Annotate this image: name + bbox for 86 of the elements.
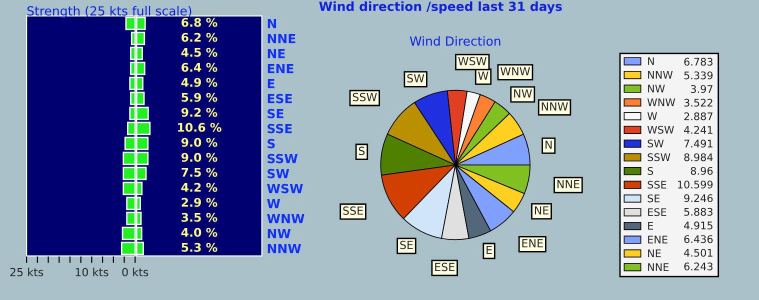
x-tick-label: 10 kts — [76, 268, 108, 276]
legend-label: WSW — [647, 126, 674, 134]
data-label: 3.522 — [684, 98, 712, 107]
legend-label: ENE — [648, 236, 668, 244]
data-label: 6.2 % — [182, 32, 218, 42]
slice-label: ESE — [435, 262, 454, 272]
slice-label: NE — [534, 206, 548, 214]
data-label: 6.4 % — [182, 62, 218, 72]
data-label: 3.5 % — [182, 212, 218, 222]
chart-title: Wind direction /speed last 31 days — [319, 1, 562, 14]
data-label: 6.436 — [684, 235, 713, 244]
data-label: 9.246 — [684, 194, 713, 202]
data-label: 4.5 % — [181, 48, 218, 57]
data-label: 10.6 % — [178, 122, 222, 132]
y-tick-label: NNE — [268, 34, 296, 44]
legend-label: SE — [648, 194, 660, 202]
data-label: 9.2 % — [181, 108, 218, 117]
y-tick-label: NW — [268, 229, 291, 238]
y-tick-label: NNW — [268, 244, 302, 254]
data-label: 10.599 — [678, 180, 713, 188]
y-tick-label: WNW — [267, 214, 304, 224]
data-label: 5.9 % — [182, 92, 218, 102]
slice-label: W — [478, 72, 488, 80]
slice-label: SSW — [352, 92, 377, 102]
data-label: 5.3 % — [182, 242, 218, 252]
data-label: 8.96 — [690, 166, 713, 175]
data-label: 7.491 — [684, 140, 712, 148]
legend-label: WNW — [647, 98, 676, 106]
chart-subtitle: Wind Direction — [410, 36, 500, 46]
data-label: 4.501 — [684, 248, 712, 257]
legend-label: NNE — [648, 263, 669, 271]
slice-label: ENE — [522, 239, 543, 248]
y-tick-label: SW — [268, 168, 290, 178]
data-label: 4.2 % — [181, 182, 218, 192]
y-tick-label: WSW — [267, 184, 303, 194]
data-label: 2.9 % — [182, 198, 218, 207]
data-label: 8.984 — [684, 153, 713, 162]
y-tick-label: SE — [268, 108, 284, 118]
data-label: 6.243 — [684, 262, 712, 270]
slice-label: WSW — [458, 56, 487, 66]
legend-label: NE — [648, 250, 661, 258]
data-label: 9.0 % — [181, 152, 218, 162]
slice-label: NW — [514, 89, 532, 98]
data-label: 5.339 — [684, 71, 713, 80]
legend-label: SW — [648, 140, 664, 148]
data-label: 4.915 — [684, 222, 712, 230]
data-label: 9.0 % — [181, 138, 218, 147]
x-tick-label: 0 kts — [122, 268, 148, 276]
legend-label: NW — [648, 84, 665, 92]
legend-label: SSW — [648, 153, 670, 162]
legend-label: S — [648, 167, 654, 175]
data-label: 3.97 — [690, 85, 712, 93]
slice-label: NNW — [542, 102, 568, 110]
slice-label: SSE — [343, 206, 363, 215]
slice-label: SE — [400, 240, 413, 250]
slice-label: WNW — [500, 67, 530, 76]
y-tick-label: NE — [268, 49, 285, 58]
y-tick-label: ENE — [268, 64, 294, 74]
data-label: 4.0 % — [181, 228, 218, 237]
legend-label: E — [648, 222, 653, 230]
data-label: 5.883 — [684, 208, 712, 216]
legend-label: ESE — [648, 208, 666, 216]
legend-label: N — [648, 57, 654, 65]
data-label: 7.5 % — [182, 168, 218, 177]
legend-label: NNW — [648, 71, 673, 79]
data-label: 6.8 % — [182, 18, 218, 27]
y-tick-label: N — [268, 19, 276, 28]
slice-label: NNE — [557, 180, 580, 188]
legend-label: W — [647, 112, 658, 120]
y-tick-label: W — [267, 199, 280, 208]
data-label: 6.783 — [684, 58, 712, 66]
data-label: 4.9 % — [181, 78, 218, 87]
x-tick-label: 25 kts — [10, 268, 44, 276]
slice-label: S — [358, 146, 365, 156]
y-tick-label: SSW — [268, 154, 298, 164]
y-tick-label: ESE — [268, 94, 292, 104]
chart-title: Strength (25 kts full scale) — [27, 6, 192, 18]
y-tick-label: E — [268, 79, 274, 88]
slice-label: SW — [407, 74, 424, 82]
slice-label: E — [486, 246, 492, 254]
y-tick-label: SSE — [268, 124, 292, 134]
legend-label: SSE — [648, 180, 666, 189]
data-label: 4.241 — [684, 126, 712, 134]
y-tick-label: S — [268, 138, 275, 148]
data-label: 2.887 — [684, 112, 712, 120]
slice-label: N — [546, 140, 552, 149]
